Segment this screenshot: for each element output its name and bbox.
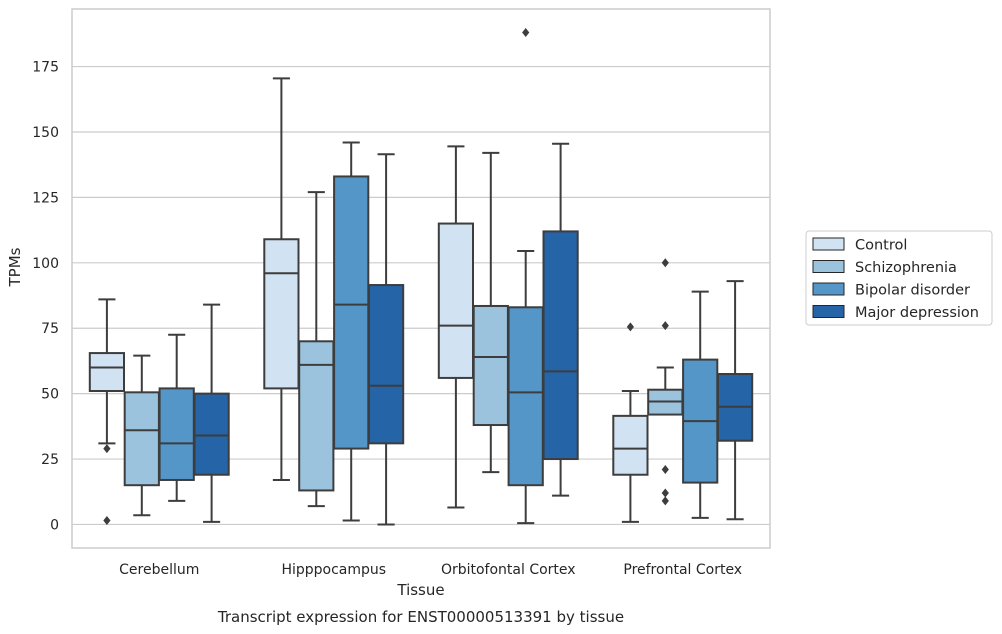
y-axis-ticks: 0 25 50 75 100 125 150 175 xyxy=(32,60,59,534)
y-tick-label: 75 xyxy=(41,321,59,337)
legend: Control Schizophrenia Bipolar disorder Majo… xyxy=(805,230,993,326)
box-iqr xyxy=(193,392,230,476)
box-iqr xyxy=(472,304,509,427)
box-iqr xyxy=(263,238,300,390)
legend-swatch xyxy=(812,282,845,296)
box xyxy=(612,322,649,523)
y-axis-label: TPMs xyxy=(6,247,24,287)
legend-swatch xyxy=(812,305,845,318)
legend-label: Major depression xyxy=(855,305,979,321)
legend-item: Major depression xyxy=(812,305,979,321)
legend-frame xyxy=(805,230,993,326)
y-tick-label: 50 xyxy=(41,387,59,403)
y-tick-label: 0 xyxy=(50,517,59,533)
box xyxy=(437,145,475,509)
legend-swatch xyxy=(812,260,845,273)
box xyxy=(507,28,544,525)
outlier-point xyxy=(103,444,111,454)
legend-label: Bipolar disorder xyxy=(855,283,970,299)
legend-swatch xyxy=(812,237,845,251)
box xyxy=(193,303,230,523)
box-iqr xyxy=(542,230,579,461)
x-axis-label: Tissue xyxy=(396,581,444,599)
legend-label: Schizophrenia xyxy=(855,260,957,276)
outlier-point xyxy=(661,496,669,506)
box xyxy=(367,153,405,526)
outlier-point xyxy=(661,321,669,331)
box-iqr xyxy=(612,414,649,476)
outlier-point xyxy=(103,516,111,526)
box-iqr xyxy=(333,175,370,450)
x-tick-label: Orbitofontal Cortex xyxy=(441,562,576,578)
box xyxy=(682,290,719,519)
box xyxy=(647,258,684,506)
outlier-point xyxy=(661,465,669,475)
box xyxy=(88,298,126,526)
y-tick-label: 100 xyxy=(32,256,59,272)
box-iqr xyxy=(367,284,405,445)
legend-item: Control xyxy=(812,237,907,254)
box-iqr xyxy=(298,340,335,492)
y-tick-label: 125 xyxy=(32,190,59,206)
box xyxy=(472,151,509,474)
box xyxy=(158,333,195,502)
y-tick-label: 175 xyxy=(32,60,59,76)
outlier-point xyxy=(626,322,634,332)
legend-item: Bipolar disorder xyxy=(812,282,970,299)
x-tick-label: Prefrontal Cortex xyxy=(623,562,742,578)
box-iqr xyxy=(158,387,195,481)
box xyxy=(123,354,160,517)
plot-frame xyxy=(71,8,771,549)
box xyxy=(542,142,579,497)
box xyxy=(263,77,300,481)
box-iqr xyxy=(507,306,544,487)
box-iqr xyxy=(437,222,475,379)
box xyxy=(333,141,370,522)
box xyxy=(716,280,754,521)
y-tick-label: 150 xyxy=(32,125,59,141)
legend-item: Schizophrenia xyxy=(812,260,957,276)
outlier-point xyxy=(661,258,669,268)
box-iqr xyxy=(123,391,160,487)
boxes xyxy=(88,28,754,526)
x-tick-label: Cerebellum xyxy=(119,562,199,578)
box xyxy=(298,191,335,508)
outlier-point xyxy=(522,28,530,38)
x-tick-label: Hipppocampus xyxy=(281,562,386,578)
box-iqr xyxy=(88,352,126,393)
y-tick-label: 25 xyxy=(41,452,59,468)
x-axis-ticks: Cerebellum Hipppocampus Orbitofontal Corte… xyxy=(119,562,742,578)
outlier-point xyxy=(661,488,669,498)
legend-label: Control xyxy=(855,238,907,254)
chart-caption: Transcript expression for ENST0000051339… xyxy=(217,608,624,626)
